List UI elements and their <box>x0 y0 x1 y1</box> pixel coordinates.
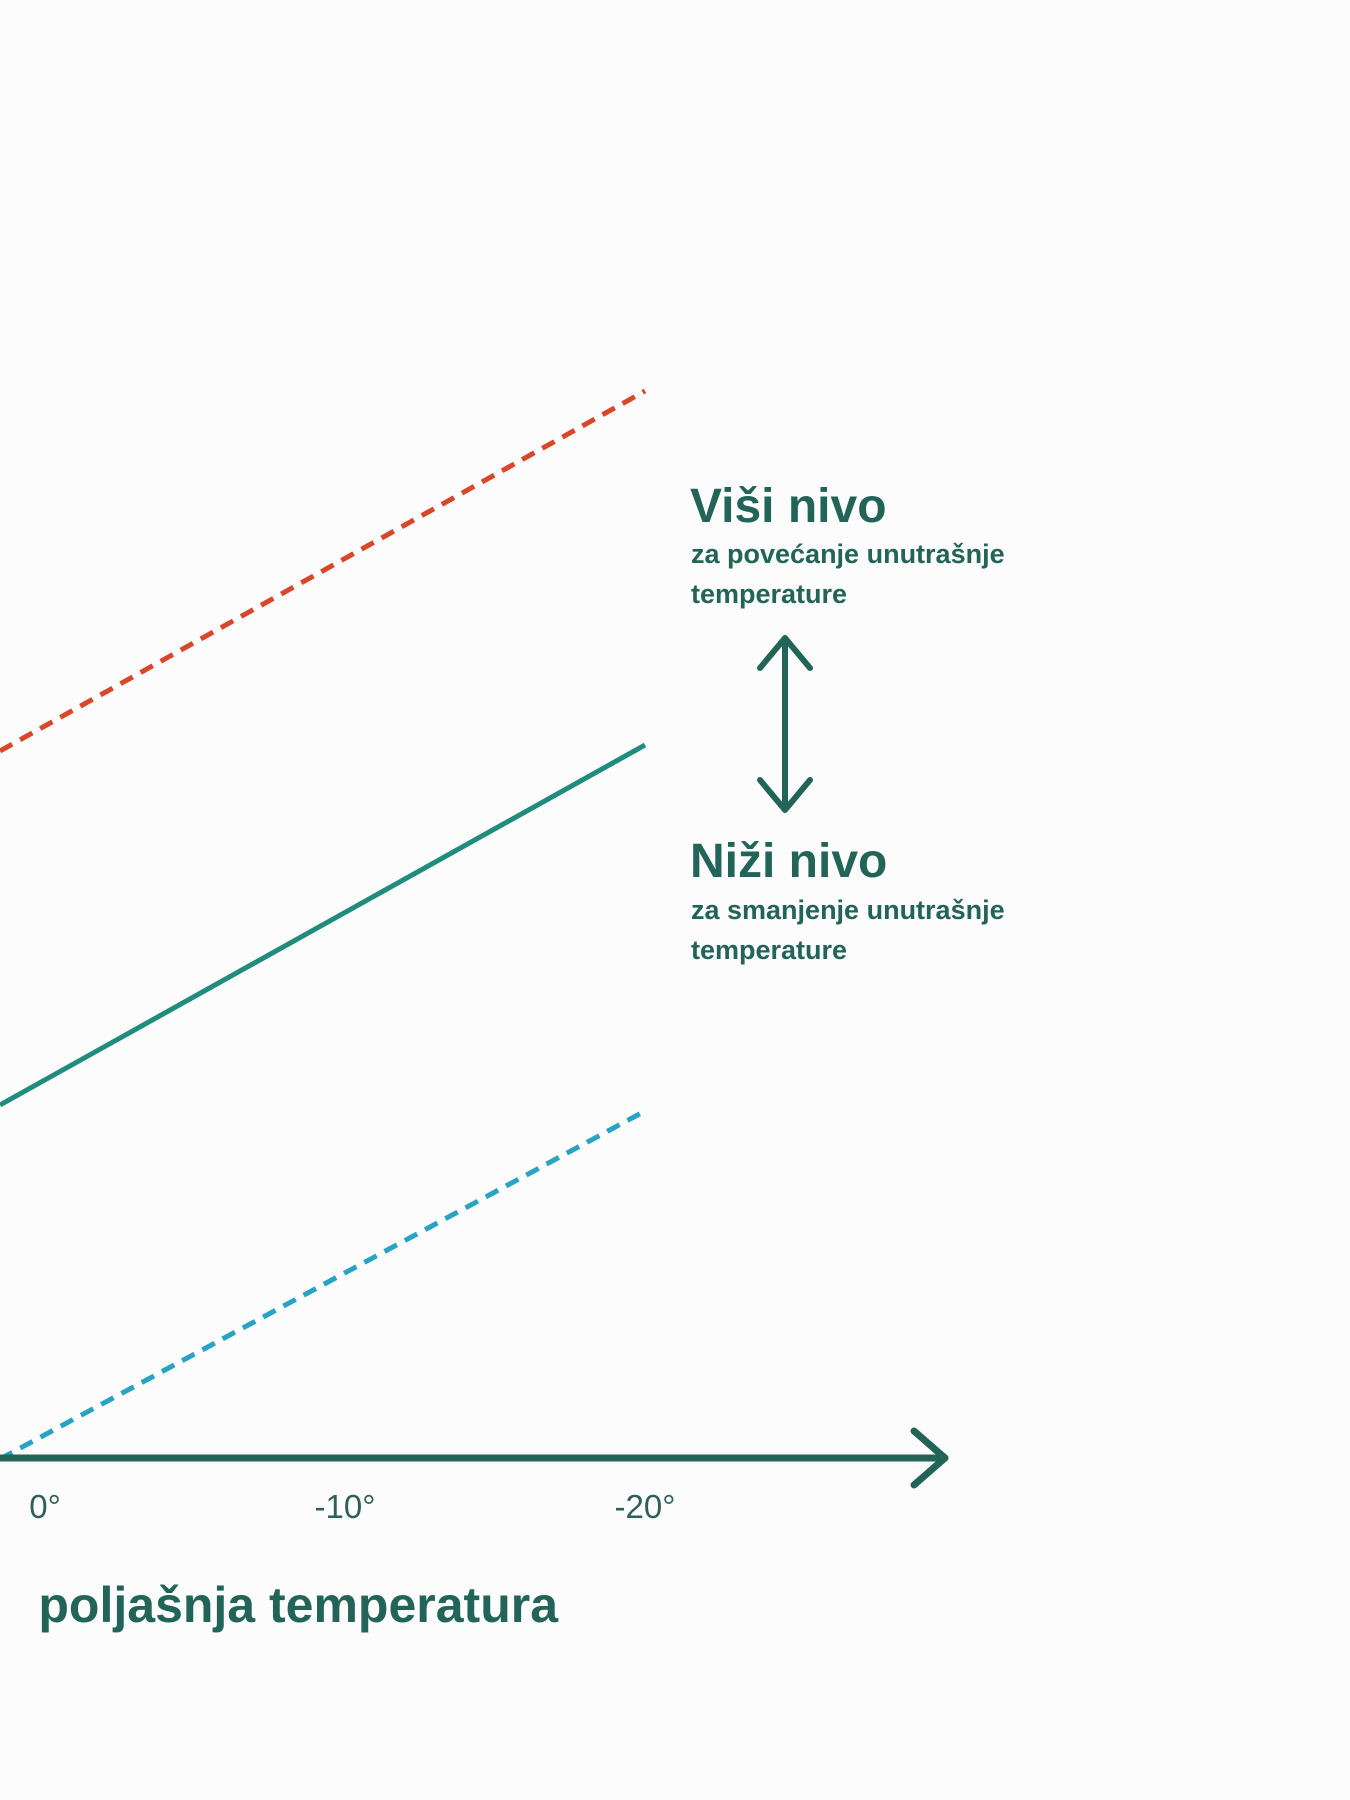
x-tick-label: -20° <box>615 1488 676 1525</box>
x-tick-labels: 0° -10° -20° <box>29 1488 675 1525</box>
annotation-lower-title: Niži nivo <box>690 835 887 888</box>
x-axis-arrowhead-icon <box>910 1427 949 1489</box>
series-layer <box>0 388 647 1462</box>
annotation-lower-subtitle-line2: temperature <box>691 935 847 965</box>
x-tick-label: 0° <box>29 1488 61 1525</box>
x-axis-label: poljašnja temperatura <box>38 1577 559 1633</box>
annotation-upper-subtitle-line1: za povećanje unutrašnje <box>691 539 1005 569</box>
annotation-upper-subtitle-line2: temperature <box>691 579 847 609</box>
annotation-upper: Viši nivo za povećanje unutrašnje temper… <box>690 480 1005 609</box>
series-line-mid <box>0 742 647 1108</box>
double-arrow-icon <box>757 635 813 813</box>
annotation-upper-title: Viši nivo <box>690 480 887 533</box>
x-tick-label: -10° <box>315 1488 376 1525</box>
annotation-lower: Niži nivo za smanjenje unutrašnje temper… <box>690 835 1005 965</box>
series-line-high <box>0 388 647 754</box>
x-axis: 0° -10° -20° poljašnja temperatura <box>0 1427 949 1633</box>
annotation-lower-subtitle-line1: za smanjenje unutrašnje <box>691 895 1005 925</box>
series-line-low <box>0 1108 647 1462</box>
